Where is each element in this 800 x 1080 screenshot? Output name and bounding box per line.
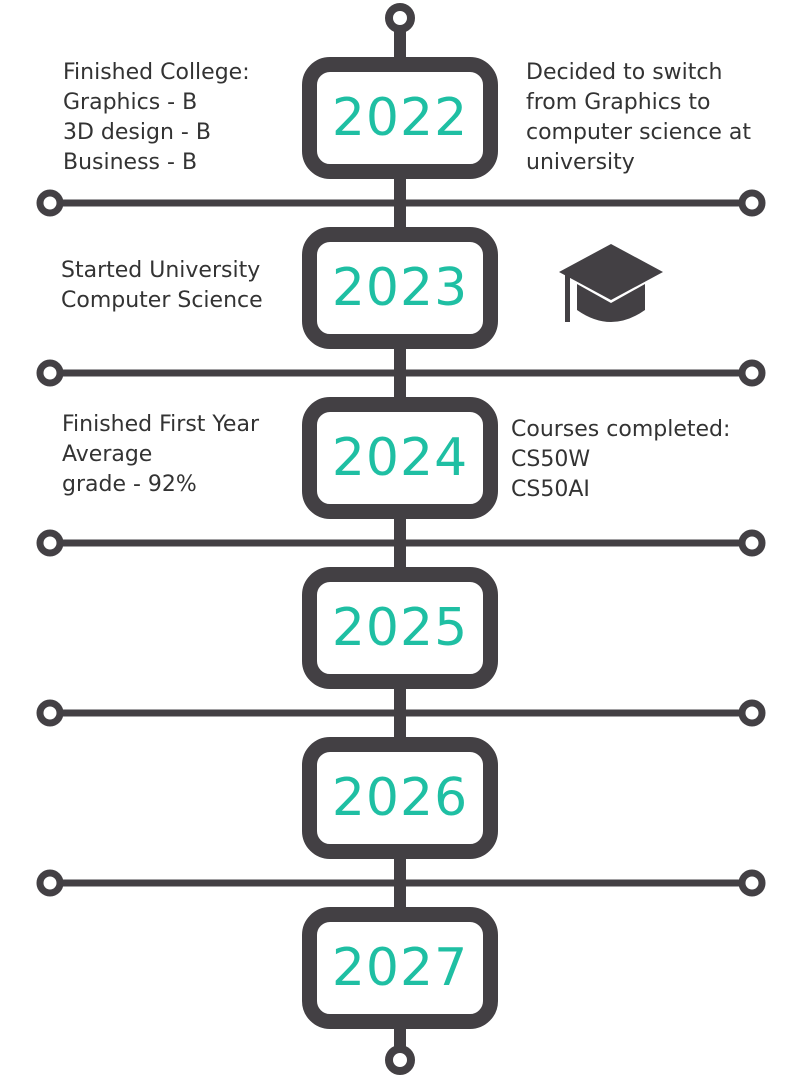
note-line: Started University <box>61 258 261 283</box>
divider-5 <box>36 869 766 897</box>
year-box-2025: 2025 <box>302 567 498 689</box>
note-2024-right: Courses completed: CS50W CS50AI <box>511 415 730 505</box>
note-line: Graphics - B <box>63 90 198 115</box>
divider-2 <box>36 359 766 387</box>
year-box-2026: 2026 <box>302 737 498 859</box>
note-line: computer science at <box>526 120 751 145</box>
note-line: Average <box>62 442 153 467</box>
divider-4 <box>36 699 766 727</box>
year-box-2024: 2024 <box>302 397 498 519</box>
year-box-2022: 2022 <box>302 57 498 179</box>
divider-1 <box>36 189 766 217</box>
note-line: grade - 92% <box>62 472 197 497</box>
spine-top-node <box>385 3 415 33</box>
note-line: Courses completed: <box>511 417 731 442</box>
note-line: Finished College: <box>63 60 250 85</box>
note-2023-left: Started University Computer Science <box>61 256 263 316</box>
note-line: Finished First Year <box>62 412 259 437</box>
graduation-cap-icon <box>559 244 663 322</box>
note-2022-left: Finished College: Graphics - B 3D design… <box>63 58 250 178</box>
note-line: CS50AI <box>511 477 590 502</box>
note-line: from Graphics to <box>526 90 711 115</box>
spine-bottom-node <box>385 1045 415 1075</box>
note-line: CS50W <box>511 447 591 472</box>
year-box-2023: 2023 <box>302 227 498 349</box>
year-box-2027: 2027 <box>302 907 498 1029</box>
note-line: Decided to switch <box>526 60 723 85</box>
note-2022-right: Decided to switch from Graphics to compu… <box>526 58 751 178</box>
note-line: 3D design - B <box>63 120 211 145</box>
note-line: university <box>526 150 635 175</box>
note-line: Computer Science <box>61 288 263 313</box>
note-line: Business - B <box>63 150 198 175</box>
note-2024-left: Finished First Year Average grade - 92% <box>62 410 259 500</box>
divider-3 <box>36 529 766 557</box>
